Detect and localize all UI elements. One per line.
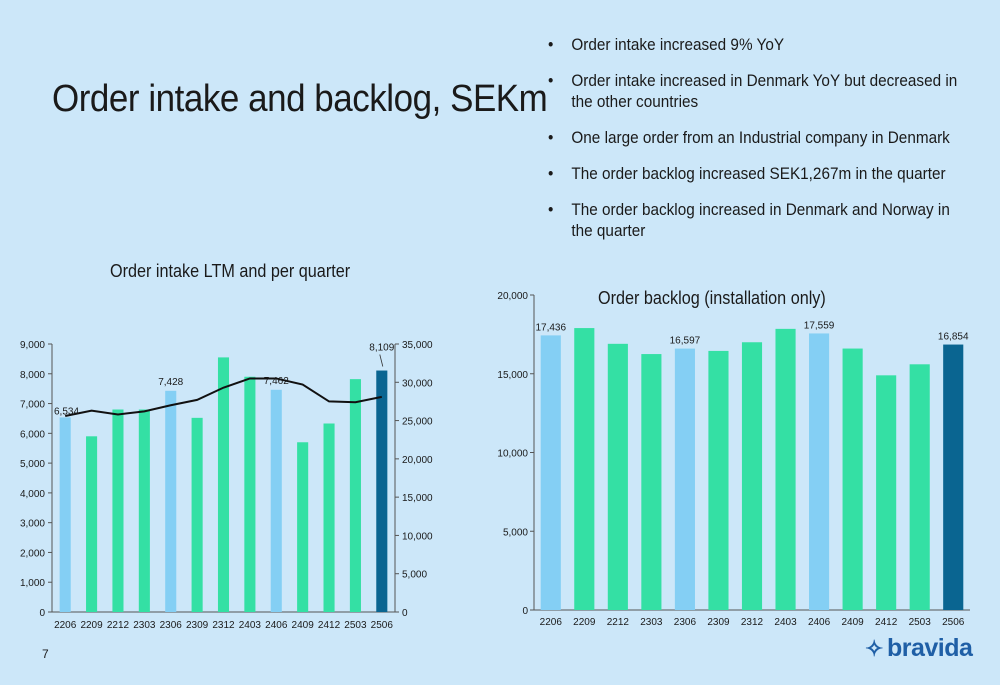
x-tick-label: 2506 <box>371 620 394 631</box>
order-backlog-data-label: 17,436 <box>535 322 566 333</box>
x-tick-label: 2403 <box>239 620 262 631</box>
backlog-x-tick-label: 2303 <box>640 617 663 628</box>
x-tick-label: 2312 <box>212 620 235 631</box>
left-y-tick-label: 7,000 <box>20 400 45 411</box>
order-backlog-bar <box>708 350 729 610</box>
bullet-list: Order intake increased 9% YoY Order inta… <box>548 34 957 256</box>
ltm-line <box>64 377 383 417</box>
left-y-tick-label: 3,000 <box>20 519 45 530</box>
order-backlog-data-label: 17,559 <box>804 320 835 331</box>
order-backlog-bar <box>876 375 897 610</box>
backlog-x-tick-label: 2503 <box>909 617 932 628</box>
left-y-tick-label: 6,000 <box>20 429 45 440</box>
order-intake-bar <box>112 409 124 612</box>
backlog-x-tick-label: 2406 <box>808 617 831 628</box>
backlog-x-tick-label: 2412 <box>875 617 898 628</box>
order-backlog-bar <box>775 328 796 610</box>
order-backlog-bar <box>641 354 662 610</box>
backlog-x-tick-label: 2409 <box>841 617 864 628</box>
x-tick-label: 2209 <box>80 620 103 631</box>
backlog-y-tick-label: 5,000 <box>503 527 528 538</box>
backlog-x-tick-label: 2309 <box>707 617 730 628</box>
x-tick-label: 2206 <box>54 620 77 631</box>
bullet-item: The order backlog increased SEK1,267m in… <box>548 163 967 184</box>
order-backlog-bar <box>741 342 763 610</box>
backlog-x-tick-label: 2206 <box>540 617 563 628</box>
order-intake-bar <box>165 390 177 612</box>
bullet-item: One large order from an Industrial compa… <box>548 127 967 148</box>
order-backlog-data-label: 16,854 <box>938 332 969 343</box>
backlog-y-tick-label: 15,000 <box>497 370 528 381</box>
x-tick-label: 2309 <box>186 620 209 631</box>
x-tick-label: 2412 <box>318 620 341 631</box>
backlog-x-tick-label: 2312 <box>741 617 764 628</box>
order-backlog-bar <box>943 344 964 610</box>
x-tick-label: 2409 <box>292 620 315 631</box>
backlog-x-tick-label: 2506 <box>942 617 965 628</box>
left-y-tick-label: 5,000 <box>20 459 45 470</box>
bullet-item: Order intake increased 9% YoY <box>548 34 967 55</box>
x-tick-label: 2406 <box>265 620 288 631</box>
right-y-tick-label: 10,000 <box>402 531 433 542</box>
order-backlog-chart-title: Order backlog (installation only) <box>598 288 826 308</box>
bullet-item: The order backlog increased in Denmark a… <box>548 199 967 241</box>
order-intake-bar <box>323 423 335 612</box>
left-y-tick-label: 4,000 <box>20 489 45 500</box>
order-backlog-bar <box>809 333 830 610</box>
order-backlog-bar <box>540 335 561 610</box>
right-y-tick-label: 5,000 <box>402 570 427 581</box>
x-tick-label: 2306 <box>160 620 183 631</box>
order-backlog-bar <box>909 364 930 610</box>
order-backlog-bar <box>842 348 863 610</box>
order-intake-chart-title: Order intake LTM and per quarter <box>110 261 351 281</box>
right-y-tick-label: 15,000 <box>402 493 433 504</box>
order-intake-bar <box>270 389 282 612</box>
backlog-y-tick-label: 20,000 <box>497 291 528 302</box>
order-intake-bar <box>86 436 98 612</box>
left-y-tick-label: 2,000 <box>20 548 45 559</box>
order-intake-bar <box>138 409 150 612</box>
order-intake-bar <box>59 417 71 612</box>
page-number: 7 <box>42 647 49 661</box>
backlog-y-tick-label: 0 <box>522 606 528 617</box>
right-y-tick-label: 0 <box>402 608 408 619</box>
data-label-leader <box>379 354 384 367</box>
order-intake-data-label: 7,462 <box>264 376 289 387</box>
order-intake-bar <box>349 379 361 612</box>
left-y-tick-label: 9,000 <box>20 340 45 351</box>
order-intake-data-label: 6,534 <box>54 406 79 417</box>
order-backlog-bar <box>607 343 628 610</box>
order-intake-bar <box>191 417 203 612</box>
order-backlog-data-label: 16,597 <box>670 336 701 347</box>
backlog-x-tick-label: 2403 <box>774 617 797 628</box>
order-intake-data-label: 8,109 <box>369 343 394 354</box>
page-title: Order intake and backlog, SEKm <box>52 78 548 120</box>
bullet-item: Order intake increased in Denmark YoY bu… <box>548 70 967 112</box>
order-intake-bar <box>244 376 256 612</box>
bravida-logo: ✧ bravida <box>865 634 973 663</box>
order-intake-bar <box>217 357 230 612</box>
x-tick-label: 2303 <box>133 620 156 631</box>
x-tick-label: 2212 <box>107 620 130 631</box>
order-backlog-bar <box>574 328 595 610</box>
left-y-tick-label: 8,000 <box>20 370 45 381</box>
backlog-x-tick-label: 2306 <box>674 617 697 628</box>
logo-star-icon: ✧ <box>865 635 883 661</box>
right-y-tick-label: 20,000 <box>402 455 433 466</box>
order-intake-data-label: 7,428 <box>158 377 183 388</box>
left-y-tick-label: 1,000 <box>20 578 45 589</box>
order-intake-bar <box>376 370 388 612</box>
right-y-tick-label: 35,000 <box>402 340 433 351</box>
backlog-x-tick-label: 2209 <box>573 617 596 628</box>
order-backlog-bar <box>674 348 695 610</box>
left-y-tick-label: 0 <box>39 608 45 619</box>
right-y-tick-label: 30,000 <box>402 378 433 389</box>
right-y-tick-label: 25,000 <box>402 417 433 428</box>
order-intake-bar <box>297 442 309 612</box>
backlog-x-tick-label: 2212 <box>607 617 630 628</box>
logo-text: bravida <box>886 634 973 662</box>
backlog-y-tick-label: 10,000 <box>497 449 528 460</box>
x-tick-label: 2503 <box>344 620 367 631</box>
